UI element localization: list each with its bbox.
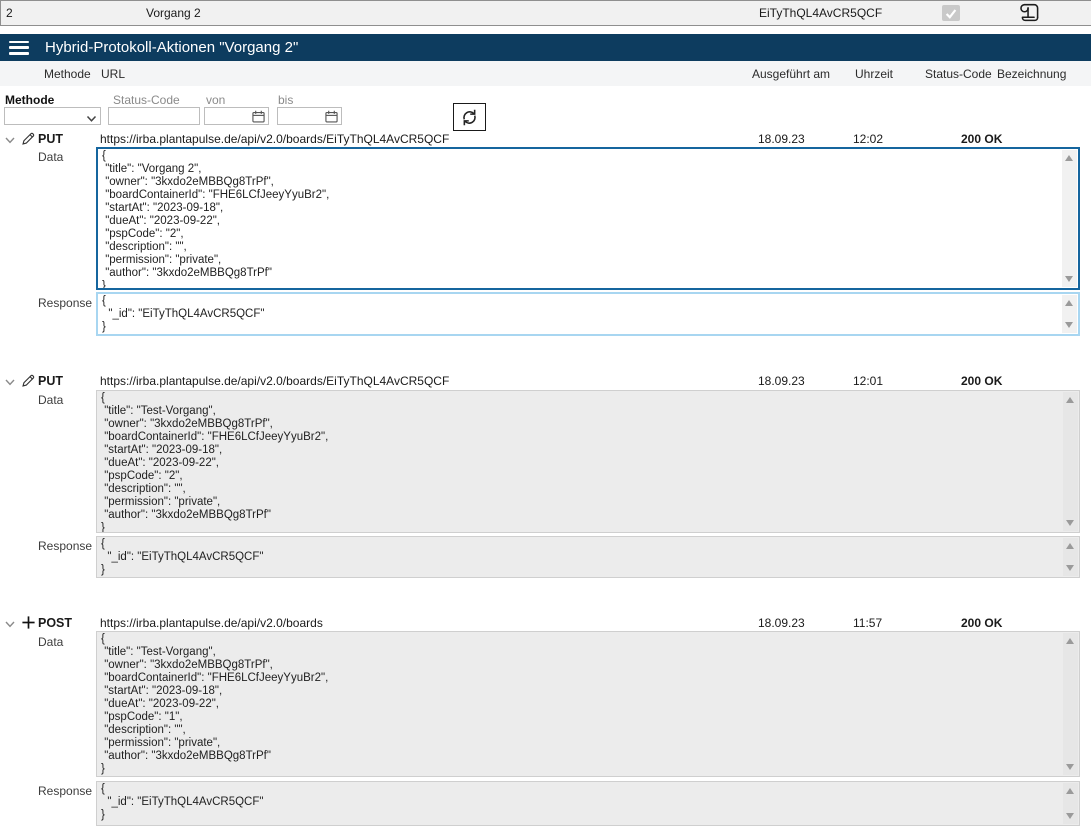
collapse-chevron-icon[interactable] [5, 133, 15, 147]
filter-bis-label: bis [278, 93, 294, 107]
status-code-value: 200 OK [961, 374, 1003, 388]
response-textarea[interactable]: { "_id": "EiTyThQL4AvCR5QCF" } [97, 782, 1079, 825]
record-psp-code: 2 [6, 6, 13, 20]
scroll-down-icon[interactable] [1066, 565, 1074, 571]
data-field: { "title": "Test-Vorgang", "owner": "3kx… [96, 390, 1080, 533]
status-code-value: 200 OK [961, 132, 1003, 146]
response-textarea[interactable]: { "_id": "EiTyThQL4AvCR5QCF" } [98, 294, 1078, 334]
executed-time: 12:02 [853, 132, 884, 146]
scrollbar[interactable] [1063, 633, 1078, 775]
record-title: Vorgang 2 [146, 6, 201, 20]
scrollbar[interactable] [1063, 783, 1078, 824]
col-methode: Methode [44, 67, 91, 81]
refresh-icon [463, 109, 476, 125]
scroll-up-icon[interactable] [1065, 300, 1073, 306]
scroll-up-icon[interactable] [1065, 155, 1073, 161]
col-bezeichnung: Bezeichnung [997, 67, 1067, 81]
data-label: Data [38, 393, 64, 407]
plus-icon [21, 615, 36, 633]
collapse-chevron-icon[interactable] [5, 617, 15, 631]
data-label: Data [38, 150, 64, 164]
scrollbar[interactable] [1063, 538, 1078, 576]
bis-date-input[interactable] [277, 107, 342, 125]
scroll-up-icon[interactable] [1066, 397, 1074, 403]
executed-time: 12:01 [853, 374, 884, 388]
method-label: PUT [38, 132, 63, 146]
col-uhrzeit: Uhrzeit [855, 67, 894, 81]
response-field: { "_id": "EiTyThQL4AvCR5QCF" } [96, 292, 1080, 336]
scrollbar[interactable] [1062, 295, 1077, 333]
executed-date: 18.09.23 [758, 132, 805, 146]
data-field: { "title": "Vorgang 2", "owner": "3kxdo2… [96, 147, 1080, 290]
data-field: { "title": "Test-Vorgang", "owner": "3kx… [96, 631, 1080, 777]
col-url: URL [101, 67, 126, 81]
scroll-down-icon[interactable] [1066, 813, 1074, 819]
scroll-up-icon[interactable] [1066, 543, 1074, 549]
data-textarea[interactable]: { "title": "Test-Vorgang", "owner": "3kx… [97, 391, 1079, 532]
response-label: Response [38, 296, 93, 310]
col-ausgefuehrt-am: Ausgeführt am [752, 67, 831, 81]
data-textarea[interactable]: { "title": "Vorgang 2", "owner": "3kxdo2… [98, 149, 1078, 288]
pencil-icon [21, 373, 36, 391]
method-label: PUT [38, 374, 63, 388]
scrollbar[interactable] [1062, 150, 1077, 287]
response-field: { "_id": "EiTyThQL4AvCR5QCF" } [96, 536, 1080, 578]
checkmark-icon [945, 8, 957, 19]
scroll-down-icon[interactable] [1065, 322, 1073, 328]
record-bar: 2 Vorgang 2 EiTyThQL4AvCR5QCF [0, 0, 1091, 26]
scroll-down-icon[interactable] [1065, 276, 1073, 282]
response-textarea[interactable]: { "_id": "EiTyThQL4AvCR5QCF" } [97, 537, 1079, 577]
data-label: Data [38, 635, 64, 649]
scroll-down-icon[interactable] [1066, 520, 1074, 526]
protocol-scroll-icon[interactable] [1013, 1, 1045, 26]
executed-time: 11:57 [853, 616, 883, 630]
scrollbar[interactable] [1063, 392, 1078, 531]
scroll-up-icon[interactable] [1066, 788, 1074, 794]
column-header-row: Methode URL Ausgeführt am Uhrzeit Status… [0, 61, 1091, 86]
panel-header: Hybrid-Protokoll-Aktionen "Vorgang 2" [0, 34, 1091, 61]
filter-von-label: von [206, 93, 226, 107]
request-url: https://irba.plantapulse.de/api/v2.0/boa… [100, 132, 450, 146]
response-field: { "_id": "EiTyThQL4AvCR5QCF" } [96, 781, 1080, 826]
request-url: https://irba.plantapulse.de/api/v2.0/boa… [100, 616, 323, 630]
record-board-id: EiTyThQL4AvCR5QCF [759, 6, 883, 20]
col-status-code: Status-Code [925, 67, 992, 81]
response-label: Response [38, 539, 93, 553]
status-code-input[interactable] [108, 107, 200, 125]
pencil-icon [21, 131, 36, 149]
collapse-chevron-icon[interactable] [5, 375, 15, 389]
scroll-up-icon[interactable] [1066, 638, 1074, 644]
refresh-button[interactable] [453, 103, 486, 131]
executed-date: 18.09.23 [758, 374, 805, 388]
method-label: POST [38, 616, 73, 630]
panel-title: Hybrid-Protokoll-Aktionen "Vorgang 2" [45, 39, 299, 56]
data-textarea[interactable]: { "title": "Test-Vorgang", "owner": "3kx… [97, 632, 1079, 776]
executed-date: 18.09.23 [758, 616, 805, 630]
scroll-down-icon[interactable] [1066, 764, 1074, 770]
status-code-value: 200 OK [961, 616, 1003, 630]
hybrid-checkbox[interactable] [942, 5, 960, 21]
methode-select[interactable] [4, 107, 101, 125]
von-date-input[interactable] [204, 107, 269, 125]
response-label: Response [38, 784, 93, 798]
filter-status-label: Status-Code [113, 93, 180, 107]
request-url: https://irba.plantapulse.de/api/v2.0/boa… [100, 374, 450, 388]
menu-icon[interactable] [9, 40, 29, 55]
filter-methode-label: Methode [5, 93, 55, 107]
